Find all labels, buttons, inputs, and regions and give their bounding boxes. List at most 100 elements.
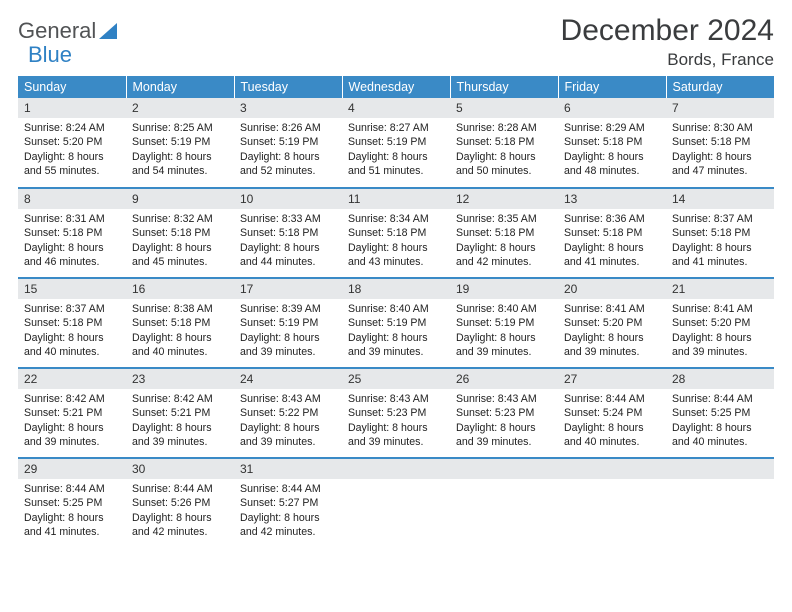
day-body: Sunrise: 8:25 AMSunset: 5:19 PMDaylight:… [126, 118, 234, 184]
day-number: 21 [666, 279, 774, 299]
day-number-empty [558, 459, 666, 479]
day-number: 6 [558, 98, 666, 118]
day-body: Sunrise: 8:24 AMSunset: 5:20 PMDaylight:… [18, 118, 126, 184]
calendar-week: 15Sunrise: 8:37 AMSunset: 5:18 PMDayligh… [18, 278, 774, 368]
day-body: Sunrise: 8:33 AMSunset: 5:18 PMDaylight:… [234, 209, 342, 275]
calendar-cell: 21Sunrise: 8:41 AMSunset: 5:20 PMDayligh… [666, 278, 774, 368]
day-number: 23 [126, 369, 234, 389]
day-number: 5 [450, 98, 558, 118]
col-thursday: Thursday [450, 76, 558, 98]
calendar-cell [558, 458, 666, 548]
daylight-text: Daylight: 8 hours and 43 minutes. [348, 241, 444, 270]
sunset-text: Sunset: 5:19 PM [132, 135, 228, 149]
page-header: General December 2024 Bords, France [18, 14, 774, 70]
day-body: Sunrise: 8:43 AMSunset: 5:23 PMDaylight:… [450, 389, 558, 455]
calendar-cell: 9Sunrise: 8:32 AMSunset: 5:18 PMDaylight… [126, 188, 234, 278]
daylight-text: Daylight: 8 hours and 47 minutes. [672, 150, 768, 179]
daylight-text: Daylight: 8 hours and 55 minutes. [24, 150, 120, 179]
sunrise-text: Sunrise: 8:36 AM [564, 212, 660, 226]
sunset-text: Sunset: 5:18 PM [456, 226, 552, 240]
day-body: Sunrise: 8:44 AMSunset: 5:25 PMDaylight:… [666, 389, 774, 455]
calendar-cell: 24Sunrise: 8:43 AMSunset: 5:22 PMDayligh… [234, 368, 342, 458]
calendar-cell: 31Sunrise: 8:44 AMSunset: 5:27 PMDayligh… [234, 458, 342, 548]
sunset-text: Sunset: 5:18 PM [132, 316, 228, 330]
day-number: 18 [342, 279, 450, 299]
sunrise-text: Sunrise: 8:33 AM [240, 212, 336, 226]
calendar-cell: 26Sunrise: 8:43 AMSunset: 5:23 PMDayligh… [450, 368, 558, 458]
daylight-text: Daylight: 8 hours and 41 minutes. [672, 241, 768, 270]
sunset-text: Sunset: 5:20 PM [564, 316, 660, 330]
sunrise-text: Sunrise: 8:41 AM [564, 302, 660, 316]
sunrise-text: Sunrise: 8:28 AM [456, 121, 552, 135]
daylight-text: Daylight: 8 hours and 39 minutes. [132, 421, 228, 450]
day-body: Sunrise: 8:32 AMSunset: 5:18 PMDaylight:… [126, 209, 234, 275]
day-number-empty [450, 459, 558, 479]
sunset-text: Sunset: 5:25 PM [672, 406, 768, 420]
calendar-week: 1Sunrise: 8:24 AMSunset: 5:20 PMDaylight… [18, 98, 774, 188]
daylight-text: Daylight: 8 hours and 39 minutes. [348, 331, 444, 360]
sunrise-text: Sunrise: 8:29 AM [564, 121, 660, 135]
calendar-cell: 13Sunrise: 8:36 AMSunset: 5:18 PMDayligh… [558, 188, 666, 278]
daylight-text: Daylight: 8 hours and 39 minutes. [240, 331, 336, 360]
calendar-header-row: Sunday Monday Tuesday Wednesday Thursday… [18, 76, 774, 98]
sunset-text: Sunset: 5:23 PM [348, 406, 444, 420]
daylight-text: Daylight: 8 hours and 39 minutes. [24, 421, 120, 450]
calendar-cell: 27Sunrise: 8:44 AMSunset: 5:24 PMDayligh… [558, 368, 666, 458]
sunrise-text: Sunrise: 8:31 AM [24, 212, 120, 226]
daylight-text: Daylight: 8 hours and 40 minutes. [24, 331, 120, 360]
calendar-cell: 23Sunrise: 8:42 AMSunset: 5:21 PMDayligh… [126, 368, 234, 458]
day-body: Sunrise: 8:40 AMSunset: 5:19 PMDaylight:… [342, 299, 450, 365]
calendar-cell: 6Sunrise: 8:29 AMSunset: 5:18 PMDaylight… [558, 98, 666, 188]
daylight-text: Daylight: 8 hours and 42 minutes. [132, 511, 228, 540]
daylight-text: Daylight: 8 hours and 52 minutes. [240, 150, 336, 179]
calendar-cell: 4Sunrise: 8:27 AMSunset: 5:19 PMDaylight… [342, 98, 450, 188]
day-body: Sunrise: 8:44 AMSunset: 5:26 PMDaylight:… [126, 479, 234, 545]
day-body: Sunrise: 8:43 AMSunset: 5:23 PMDaylight:… [342, 389, 450, 455]
calendar-cell: 16Sunrise: 8:38 AMSunset: 5:18 PMDayligh… [126, 278, 234, 368]
calendar-cell [450, 458, 558, 548]
sunset-text: Sunset: 5:21 PM [132, 406, 228, 420]
daylight-text: Daylight: 8 hours and 40 minutes. [132, 331, 228, 360]
sunrise-text: Sunrise: 8:25 AM [132, 121, 228, 135]
title-block: December 2024 Bords, France [561, 14, 774, 70]
day-number: 20 [558, 279, 666, 299]
day-body: Sunrise: 8:40 AMSunset: 5:19 PMDaylight:… [450, 299, 558, 365]
calendar-cell: 12Sunrise: 8:35 AMSunset: 5:18 PMDayligh… [450, 188, 558, 278]
day-number: 17 [234, 279, 342, 299]
day-number: 11 [342, 189, 450, 209]
sunset-text: Sunset: 5:20 PM [672, 316, 768, 330]
daylight-text: Daylight: 8 hours and 39 minutes. [240, 421, 336, 450]
day-body: Sunrise: 8:37 AMSunset: 5:18 PMDaylight:… [666, 209, 774, 275]
daylight-text: Daylight: 8 hours and 41 minutes. [24, 511, 120, 540]
sunset-text: Sunset: 5:19 PM [348, 135, 444, 149]
sunrise-text: Sunrise: 8:44 AM [672, 392, 768, 406]
sunrise-text: Sunrise: 8:43 AM [348, 392, 444, 406]
calendar-cell: 18Sunrise: 8:40 AMSunset: 5:19 PMDayligh… [342, 278, 450, 368]
calendar-cell: 2Sunrise: 8:25 AMSunset: 5:19 PMDaylight… [126, 98, 234, 188]
day-number: 28 [666, 369, 774, 389]
sunset-text: Sunset: 5:27 PM [240, 496, 336, 510]
month-title: December 2024 [561, 14, 774, 48]
daylight-text: Daylight: 8 hours and 39 minutes. [456, 331, 552, 360]
calendar-cell: 17Sunrise: 8:39 AMSunset: 5:19 PMDayligh… [234, 278, 342, 368]
day-number: 31 [234, 459, 342, 479]
sunset-text: Sunset: 5:22 PM [240, 406, 336, 420]
day-body: Sunrise: 8:44 AMSunset: 5:27 PMDaylight:… [234, 479, 342, 545]
day-body: Sunrise: 8:39 AMSunset: 5:19 PMDaylight:… [234, 299, 342, 365]
sunset-text: Sunset: 5:21 PM [24, 406, 120, 420]
calendar-cell: 8Sunrise: 8:31 AMSunset: 5:18 PMDaylight… [18, 188, 126, 278]
sunrise-text: Sunrise: 8:41 AM [672, 302, 768, 316]
daylight-text: Daylight: 8 hours and 50 minutes. [456, 150, 552, 179]
day-body: Sunrise: 8:37 AMSunset: 5:18 PMDaylight:… [18, 299, 126, 365]
sunrise-text: Sunrise: 8:37 AM [672, 212, 768, 226]
day-number: 27 [558, 369, 666, 389]
day-body: Sunrise: 8:29 AMSunset: 5:18 PMDaylight:… [558, 118, 666, 184]
day-number: 2 [126, 98, 234, 118]
day-number: 3 [234, 98, 342, 118]
logo-text-general: General [18, 18, 96, 44]
calendar-cell: 11Sunrise: 8:34 AMSunset: 5:18 PMDayligh… [342, 188, 450, 278]
day-number: 22 [18, 369, 126, 389]
sunset-text: Sunset: 5:19 PM [456, 316, 552, 330]
day-number: 4 [342, 98, 450, 118]
calendar-cell: 30Sunrise: 8:44 AMSunset: 5:26 PMDayligh… [126, 458, 234, 548]
